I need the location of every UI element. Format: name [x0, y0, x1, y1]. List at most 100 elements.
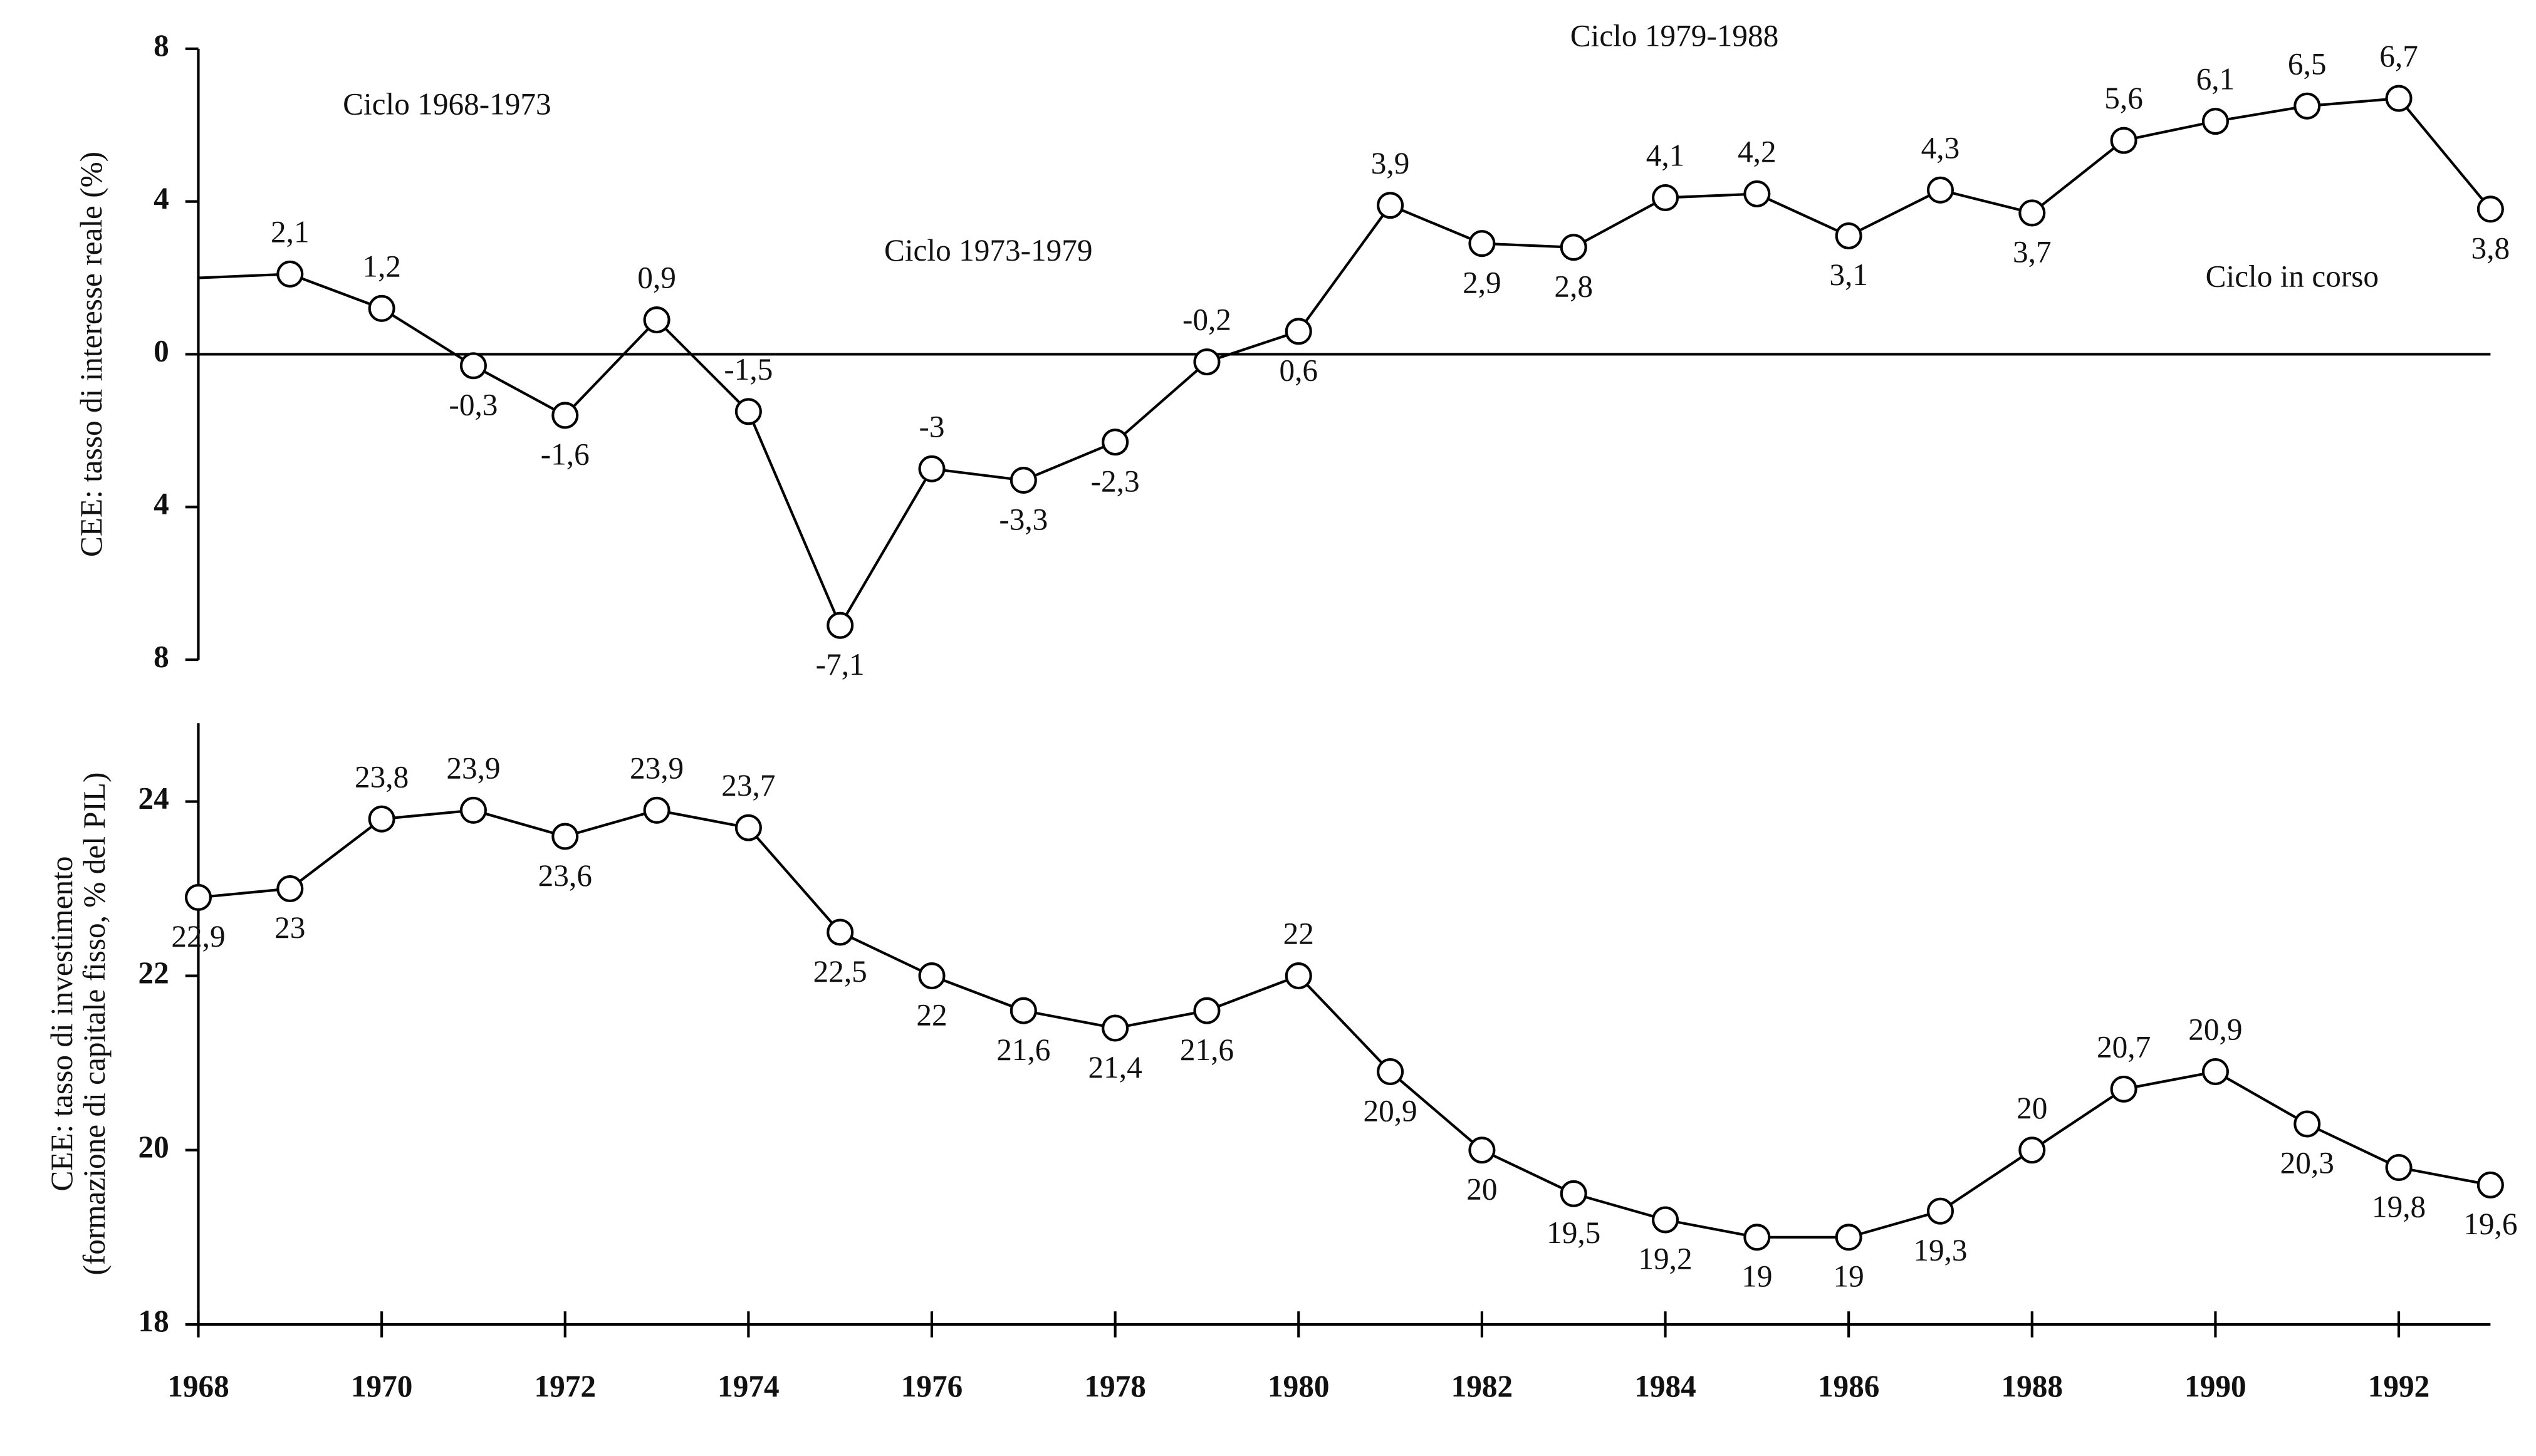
- data-point: [918, 962, 946, 990]
- data-label: 23: [274, 910, 305, 945]
- data-point: [734, 398, 762, 425]
- data-point: [2201, 1058, 2229, 1086]
- annotation: Ciclo 1968-1973: [343, 87, 551, 122]
- data-point: [734, 814, 762, 841]
- data-label: 20: [2017, 1091, 2047, 1125]
- data-label: 3,7: [2013, 235, 2052, 269]
- data-label: -2,3: [1091, 464, 1140, 498]
- data-label: 0,6: [1279, 353, 1318, 388]
- data-point: [1468, 230, 1496, 257]
- data-point: [1193, 348, 1221, 376]
- data-point: [1102, 429, 1129, 456]
- data-point: [459, 352, 487, 380]
- data-label: 23,6: [538, 858, 592, 893]
- data-point: [2293, 1110, 2321, 1138]
- data-point: [2201, 108, 2229, 135]
- data-label: 0,9: [637, 261, 676, 295]
- y-tick-label: 20: [138, 1130, 169, 1164]
- x-tick-label: 1978: [1084, 1369, 1146, 1403]
- data-label: 1,2: [362, 249, 401, 283]
- data-label: -7,1: [816, 647, 865, 682]
- data-point: [1010, 997, 1037, 1024]
- series-line: [198, 809, 2491, 1239]
- y-tick-label: 24: [138, 781, 169, 816]
- data-point: [1835, 222, 1862, 250]
- data-point: [276, 875, 304, 903]
- data-label: 22: [916, 997, 947, 1032]
- data-point: [276, 260, 304, 288]
- data-label: 22,9: [171, 919, 225, 954]
- data-point: [643, 306, 671, 334]
- data-label: 19,8: [2372, 1189, 2426, 1224]
- y-axis-title: (formazione di capitale fisso, % del PIL…: [77, 772, 112, 1276]
- data-label: 19: [1741, 1259, 1772, 1294]
- data-label: 23,9: [630, 751, 684, 785]
- data-label: 3,9: [1371, 146, 1410, 180]
- y-tick-label: 18: [138, 1304, 169, 1338]
- data-point: [1926, 1197, 1954, 1225]
- data-label: 21,6: [1180, 1032, 1234, 1067]
- x-tick-label: 1988: [2001, 1369, 2064, 1403]
- data-point: [2018, 1136, 2046, 1164]
- data-label: 4,3: [1921, 130, 1960, 165]
- data-point: [2018, 199, 2046, 227]
- data-point: [1926, 176, 1954, 204]
- data-label: 20,3: [2280, 1146, 2334, 1180]
- data-label: 2,9: [1463, 265, 1501, 299]
- data-point: [368, 805, 395, 833]
- data-label: 23,8: [355, 759, 409, 794]
- data-point: [1835, 1224, 1862, 1251]
- data-point: [1560, 234, 1587, 261]
- data-point: [184, 883, 212, 911]
- x-tick-label: 1992: [2368, 1369, 2430, 1403]
- y-tick-label: 0: [154, 334, 169, 368]
- data-label: 20: [1466, 1172, 1497, 1206]
- data-point: [1193, 997, 1221, 1024]
- data-label: -3: [919, 409, 944, 444]
- data-label: 20,9: [1363, 1093, 1417, 1128]
- x-tick-label: 1980: [1268, 1369, 1330, 1403]
- data-point: [1285, 318, 1312, 345]
- data-label: 19,2: [1638, 1242, 1692, 1276]
- data-label: -1,5: [724, 352, 773, 387]
- x-tick-label: 1972: [534, 1369, 596, 1403]
- data-label: 22,5: [813, 954, 867, 989]
- data-point: [1377, 192, 1404, 219]
- data-label: -3,3: [999, 502, 1048, 536]
- data-point: [827, 918, 854, 946]
- data-point: [2110, 127, 2137, 154]
- x-tick-label: 1970: [351, 1369, 413, 1403]
- y-tick-label: 8: [154, 28, 169, 63]
- x-tick-label: 1990: [2184, 1369, 2246, 1403]
- annotation: Ciclo 1973-1979: [884, 233, 1093, 268]
- data-point: [1651, 184, 1679, 212]
- data-point: [2385, 85, 2413, 112]
- data-label: 23,9: [446, 751, 500, 785]
- data-point: [2385, 1154, 2413, 1182]
- data-label: 6,7: [2379, 39, 2418, 73]
- x-tick-label: 1976: [901, 1369, 963, 1403]
- data-point: [551, 823, 579, 850]
- data-label: 3,8: [2471, 231, 2510, 266]
- data-label: 4,1: [1646, 138, 1685, 173]
- y-tick-label: 8: [154, 639, 169, 673]
- data-label: -1,6: [541, 437, 590, 472]
- data-label: 3,1: [1829, 257, 1868, 292]
- data-label: -0,3: [449, 387, 498, 422]
- data-point: [1743, 1224, 1771, 1251]
- data-point: [1560, 1180, 1587, 1207]
- x-tick-label: 1968: [167, 1369, 229, 1403]
- y-axis-title: CEE: tasso di investimento: [44, 856, 79, 1192]
- data-point: [459, 796, 487, 824]
- data-point: [368, 294, 395, 322]
- data-point: [1743, 180, 1771, 207]
- series-line: [198, 96, 2492, 628]
- data-point: [2476, 195, 2504, 223]
- data-label: 19,5: [1547, 1215, 1600, 1250]
- data-point: [551, 402, 579, 429]
- data-point: [1468, 1136, 1496, 1164]
- data-point: [2293, 92, 2321, 120]
- data-label: 19,6: [2463, 1207, 2517, 1241]
- data-label: 21,4: [1088, 1050, 1142, 1084]
